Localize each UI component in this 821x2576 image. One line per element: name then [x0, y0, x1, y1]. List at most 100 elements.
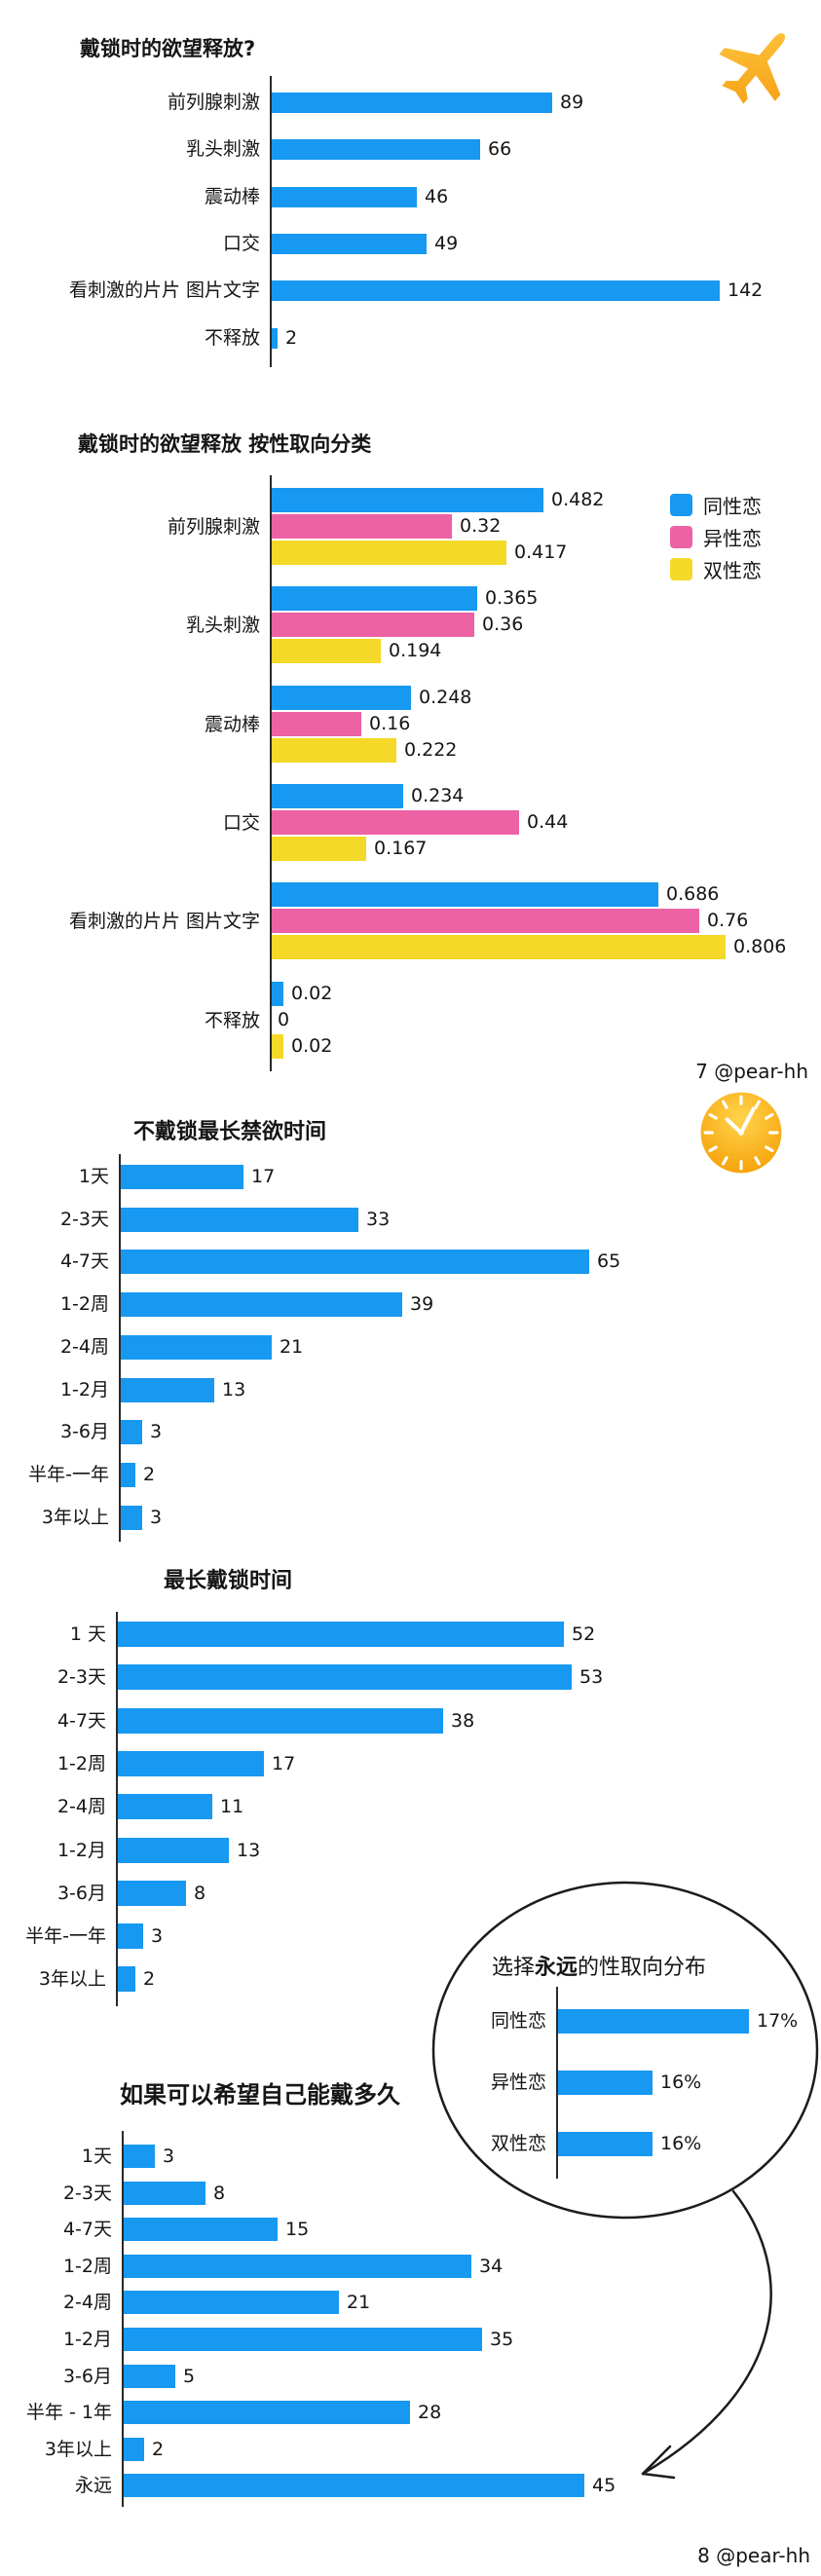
value-label: 15 [285, 2219, 310, 2240]
chart5-title: 如果可以希望自己能戴多久 [120, 2081, 400, 2109]
inset-title-suffix: 的性取向分布 [578, 1956, 707, 1980]
bar [124, 2328, 482, 2351]
value-label: 0.36 [482, 614, 524, 635]
inset-title-bold-word: 永远 [535, 1956, 578, 1980]
category-label: 半年 - 1年 [25, 2402, 112, 2423]
value-label: 16% [660, 2133, 702, 2154]
bar [121, 1208, 358, 1232]
value-label: 0.482 [551, 489, 605, 510]
value-label: 11 [220, 1796, 244, 1817]
credit-page7: 7 @pear-hh [695, 1060, 808, 1083]
bar [558, 2071, 653, 2095]
value-label: 53 [579, 1666, 604, 1688]
arrow-head [641, 2445, 676, 2480]
bar-双性恋 [272, 837, 366, 861]
bar [124, 2365, 175, 2388]
category-label: 前列腺刺激 [167, 516, 260, 538]
category-label: 2-4周 [56, 1796, 106, 1817]
value-label: 0.44 [527, 811, 569, 833]
bar-双性恋 [272, 935, 726, 959]
value-label: 34 [479, 2256, 504, 2277]
bar [121, 1463, 135, 1487]
bar [272, 328, 278, 349]
bar-同性恋 [272, 784, 403, 808]
legend-item-gay: 同性恋 [670, 489, 762, 521]
bar [124, 2401, 410, 2424]
chart4-title: 最长戴锁时间 [164, 1569, 293, 1593]
category-label: 3-6月 [56, 1883, 106, 1904]
category-label: 3-6月 [62, 2366, 112, 2387]
value-label: 45 [592, 2475, 616, 2496]
value-label: 33 [366, 1209, 391, 1230]
legend-label: 同性恋 [703, 495, 762, 518]
category-label: 1 天 [69, 1624, 106, 1645]
bar [118, 1881, 186, 1906]
value-label: 39 [410, 1293, 434, 1315]
category-label: 乳头刺激 [185, 138, 260, 160]
value-label: 0.32 [460, 515, 502, 537]
value-label: 0.248 [419, 687, 472, 708]
axis-line [270, 76, 272, 367]
legend-swatch-blue [670, 494, 692, 516]
bar [121, 1165, 243, 1189]
category-label: 同性恋 [490, 2010, 546, 2032]
value-label: 0.194 [389, 640, 442, 661]
value-label: 21 [347, 2292, 371, 2313]
value-label: 0 [278, 1009, 290, 1030]
category-label: 永远 [74, 2475, 112, 2496]
value-label: 2 [143, 1464, 156, 1485]
category-label: 4-7天 [62, 2219, 112, 2240]
legend: 同性恋 异性恋 双性恋 [670, 489, 762, 585]
bar-异性恋 [272, 909, 699, 933]
bar [124, 2145, 155, 2168]
category-label: 3年以上 [44, 2439, 112, 2460]
bar [124, 2182, 205, 2205]
bar [118, 1966, 135, 1992]
bar [558, 2009, 749, 2034]
legend-swatch-yellow [670, 558, 692, 580]
value-label: 65 [597, 1251, 621, 1272]
arrow-curve [641, 2189, 772, 2476]
bar [121, 1420, 142, 1444]
legend-item-bi: 双性恋 [670, 553, 762, 585]
category-label: 乳头刺激 [185, 615, 260, 636]
category-label: 2-4周 [59, 1336, 109, 1358]
category-label: 震动棒 [204, 186, 260, 207]
bar [272, 93, 552, 113]
bar-异性恋 [272, 810, 519, 835]
category-label: 1天 [78, 1166, 109, 1187]
bar [272, 139, 480, 160]
value-label: 0.222 [404, 739, 458, 761]
clock-icon [700, 1092, 782, 1174]
value-label: 8 [194, 1883, 206, 1904]
value-label: 0.686 [666, 883, 720, 905]
value-label: 0.806 [733, 936, 787, 957]
airplane-icon [719, 33, 786, 104]
legend-item-straight: 异性恋 [670, 521, 762, 553]
bar [121, 1292, 402, 1317]
category-label: 口交 [222, 233, 260, 254]
bar [118, 1838, 229, 1863]
bar-异性恋 [272, 514, 452, 539]
value-label: 49 [434, 233, 459, 254]
value-label: 3 [163, 2146, 175, 2167]
bar-同性恋 [272, 686, 411, 710]
axis-line [270, 475, 272, 1071]
category-label: 1-2周 [62, 2256, 112, 2277]
category-label: 看刺激的片片 图片文字 [68, 280, 260, 301]
axis-line [119, 1154, 121, 1542]
bar [124, 2474, 584, 2497]
category-label: 看刺激的片片 图片文字 [68, 911, 260, 932]
bar-双性恋 [272, 639, 381, 663]
bar [118, 1708, 443, 1734]
legend-label: 异性恋 [703, 527, 762, 550]
axis-line [122, 2131, 124, 2507]
category-label: 口交 [222, 812, 260, 834]
bar-同性恋 [272, 982, 283, 1006]
category-label: 震动棒 [204, 714, 260, 735]
bar [121, 1378, 214, 1402]
category-label: 1-2周 [56, 1753, 106, 1774]
category-label: 2-3天 [62, 2183, 112, 2204]
legend-label: 双性恋 [703, 559, 762, 582]
